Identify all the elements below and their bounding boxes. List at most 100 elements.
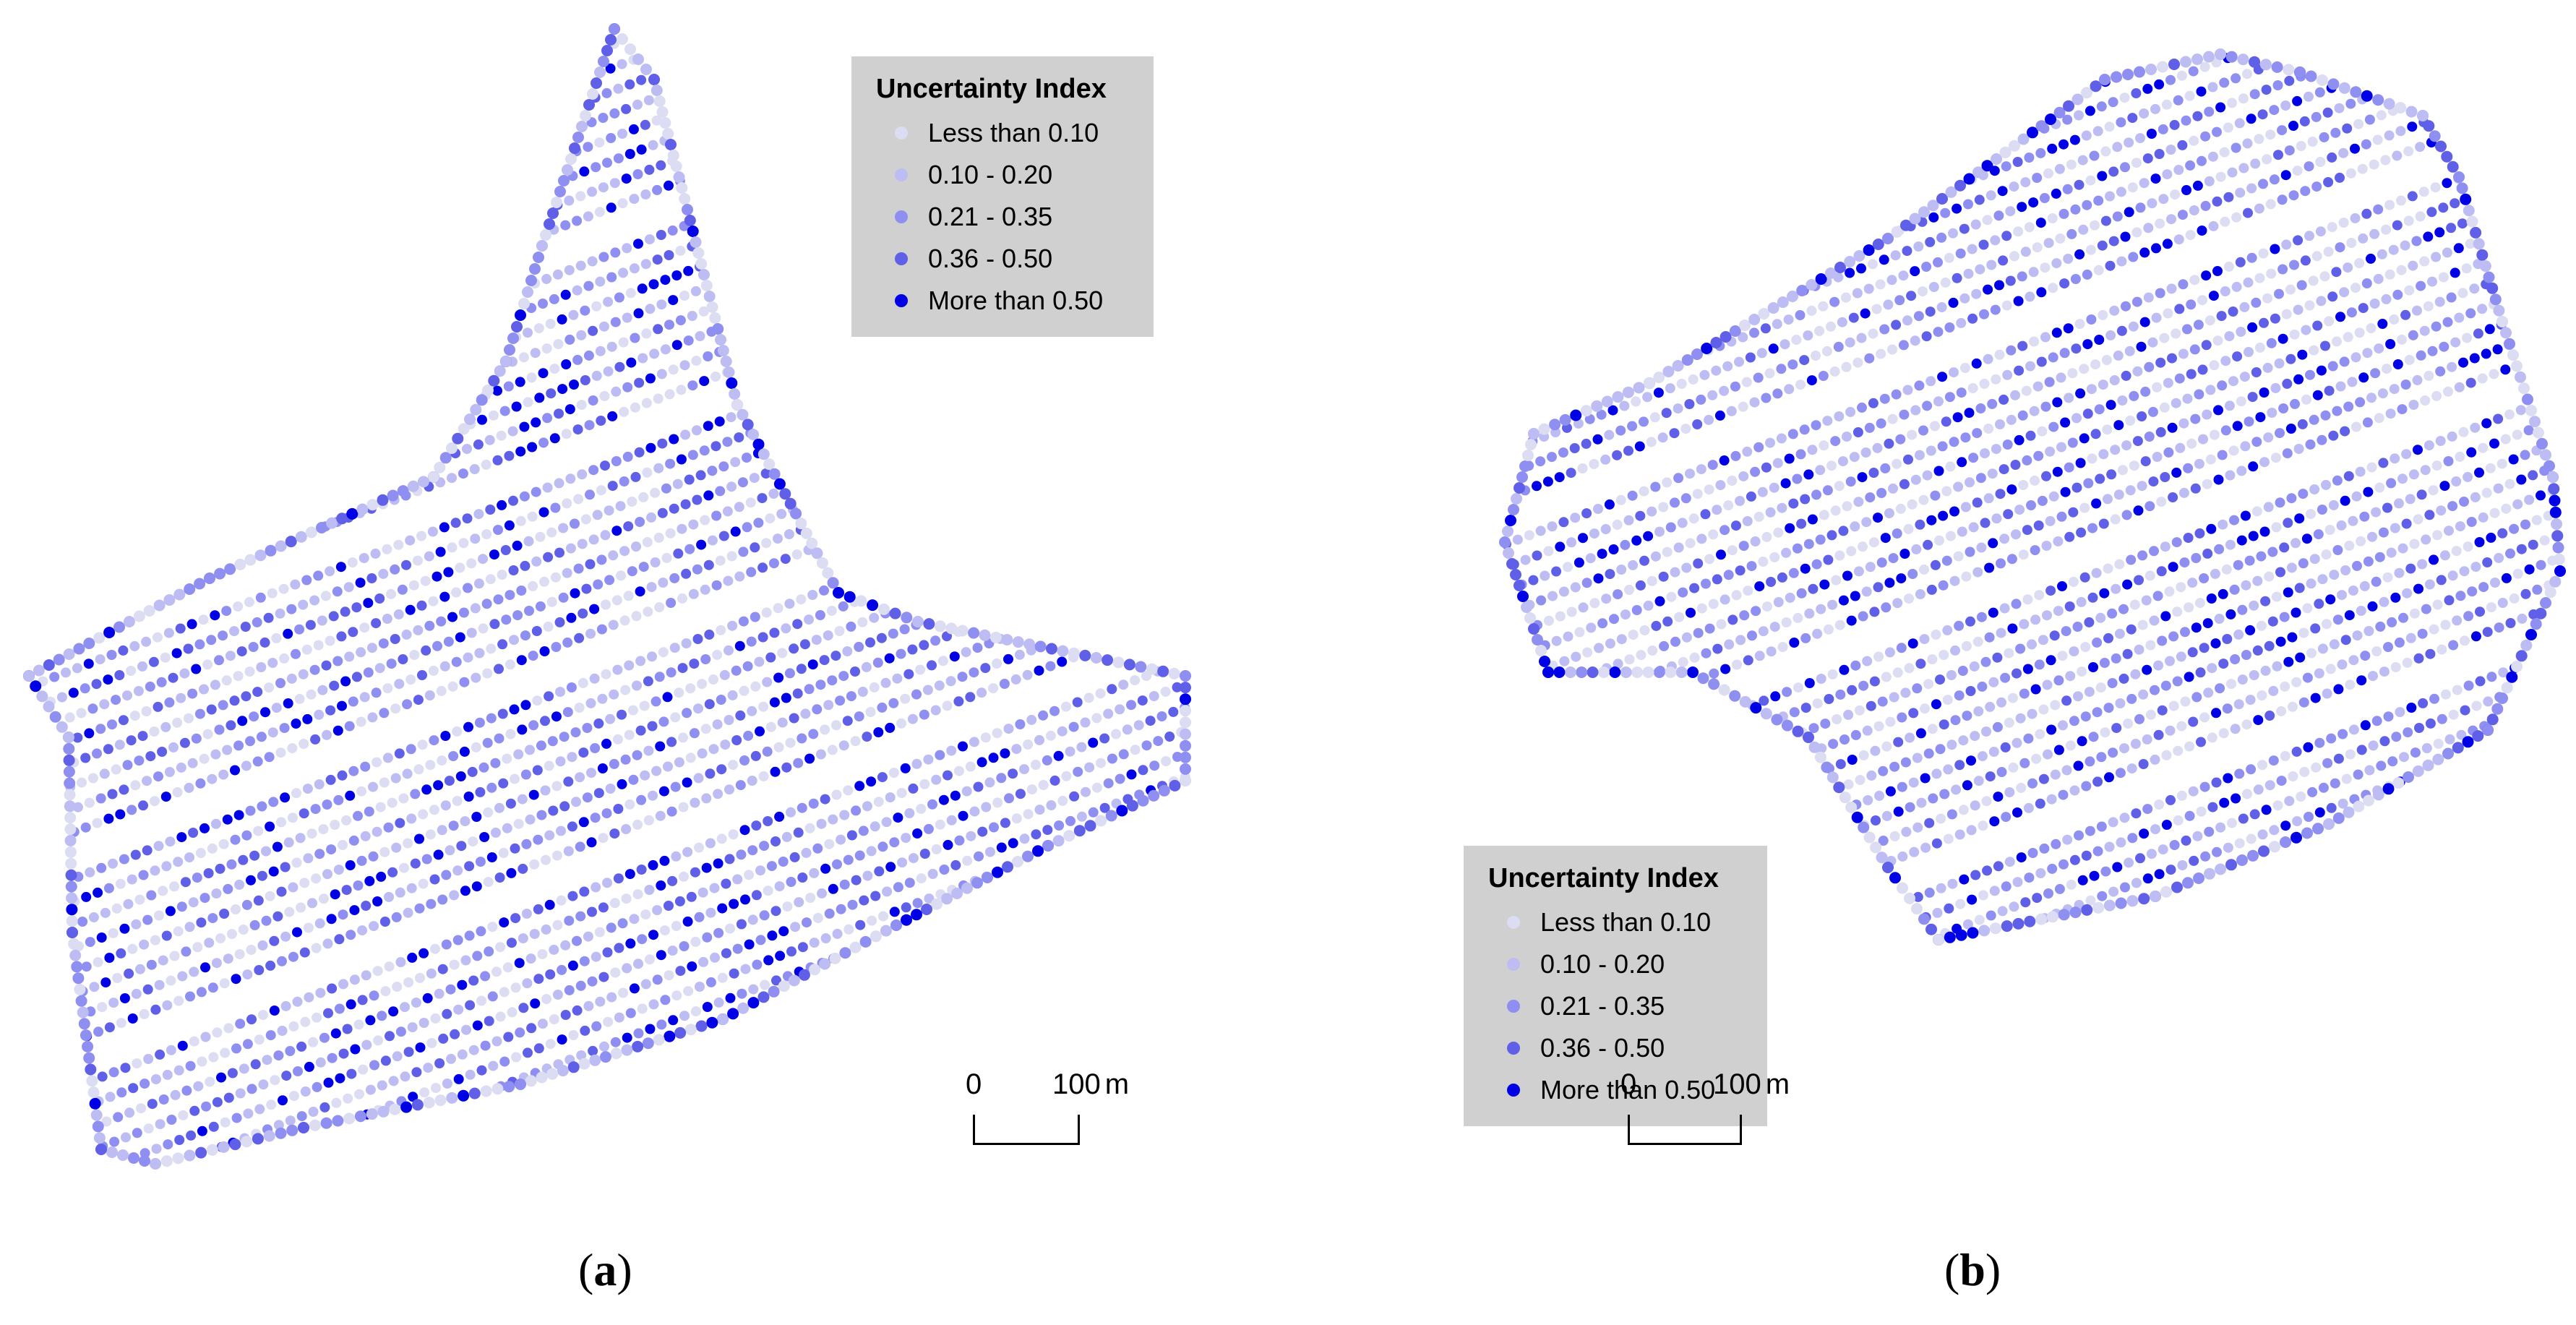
measurement-point xyxy=(2327,78,2340,90)
measurement-point xyxy=(473,578,484,589)
measurement-point xyxy=(2326,802,2337,813)
measurement-point xyxy=(1788,567,1799,578)
measurement-point xyxy=(2409,608,2420,619)
measurement-point xyxy=(520,630,531,641)
measurement-point xyxy=(667,150,679,161)
measurement-point xyxy=(2353,769,2364,780)
measurement-point xyxy=(2350,283,2361,293)
measurement-point xyxy=(2020,897,2031,908)
measurement-point xyxy=(525,745,535,755)
measurement-point xyxy=(2202,548,2213,559)
measurement-point xyxy=(385,1031,395,1042)
measurement-point xyxy=(223,1023,234,1034)
measurement-point xyxy=(2331,267,2342,278)
measurement-point xyxy=(2310,623,2321,634)
measurement-point xyxy=(2520,639,2533,651)
measurement-point xyxy=(525,275,537,286)
measurement-point xyxy=(595,996,606,1007)
measurement-point xyxy=(2470,631,2481,642)
measurement-point xyxy=(1709,668,1720,679)
measurement-point xyxy=(830,651,841,661)
measurement-point xyxy=(1700,509,1711,520)
measurement-point xyxy=(2515,405,2526,416)
measurement-point xyxy=(1872,442,1883,453)
measurement-point xyxy=(665,139,677,150)
measurement-point xyxy=(2511,360,2523,372)
measurement-point xyxy=(671,990,682,1001)
legend-item-0-10-0-20: 0.10 - 0.20 xyxy=(876,154,1128,196)
measurement-point xyxy=(1168,706,1179,717)
measurement-point xyxy=(150,1074,161,1084)
measurement-point xyxy=(163,627,174,638)
measurement-point xyxy=(1760,708,1772,720)
measurement-point xyxy=(692,564,703,575)
measurement-point xyxy=(2253,715,2264,726)
measurement-point xyxy=(1852,288,1863,299)
measurement-point xyxy=(611,526,622,536)
legend-dot xyxy=(895,168,908,181)
measurement-point xyxy=(1860,447,1871,458)
measurement-point xyxy=(528,789,539,800)
measurement-point xyxy=(2074,110,2084,121)
measurement-point xyxy=(224,563,236,575)
measurement-point xyxy=(2471,700,2482,711)
measurement-point xyxy=(1915,519,1925,530)
measurement-point xyxy=(502,962,513,973)
measurement-point xyxy=(1998,394,2009,405)
measurement-point xyxy=(2337,729,2348,739)
measurement-point xyxy=(2222,703,2233,714)
measurement-point xyxy=(1962,919,1973,930)
measurement-point xyxy=(336,631,347,642)
measurement-point xyxy=(713,789,724,799)
measurement-point xyxy=(621,103,632,114)
measurement-point xyxy=(2400,309,2411,320)
measurement-point xyxy=(72,972,85,985)
measurement-point xyxy=(732,874,743,885)
measurement-point xyxy=(367,712,378,723)
measurement-point xyxy=(901,914,912,926)
measurement-point xyxy=(2165,865,2176,875)
measurement-point xyxy=(646,582,657,593)
measurement-point xyxy=(2001,231,2012,241)
measurement-point xyxy=(158,955,168,966)
measurement-point xyxy=(950,859,961,870)
measurement-point xyxy=(1895,434,1906,445)
measurement-point xyxy=(2271,61,2283,73)
measurement-point xyxy=(700,280,713,291)
measurement-point xyxy=(314,918,325,929)
measurement-point xyxy=(644,164,655,175)
legend-label: More than 0.50 xyxy=(1540,1075,1716,1105)
measurement-point xyxy=(2181,115,2191,126)
measurement-point xyxy=(66,904,78,916)
measurement-point xyxy=(377,1080,387,1091)
measurement-point xyxy=(783,529,794,539)
measurement-point xyxy=(1875,279,1886,290)
measurement-point xyxy=(1130,745,1141,755)
measurement-point xyxy=(1978,239,1989,250)
measurement-point xyxy=(725,923,735,934)
measurement-point xyxy=(1985,190,1996,201)
measurement-point xyxy=(1738,401,1748,412)
measurement-point xyxy=(653,1034,665,1046)
measurement-point xyxy=(1850,729,1861,740)
measurement-point xyxy=(2200,131,2211,142)
measurement-point xyxy=(2087,453,2098,464)
measurement-point xyxy=(2403,215,2414,226)
measurement-point xyxy=(2294,67,2306,78)
measurement-point xyxy=(1812,628,1823,639)
measurement-point xyxy=(581,583,592,594)
measurement-point xyxy=(1796,588,1807,599)
measurement-point xyxy=(1959,363,1970,373)
measurement-point xyxy=(1502,526,1514,537)
measurement-point xyxy=(471,812,482,822)
measurement-point xyxy=(640,259,651,270)
measurement-point xyxy=(752,438,765,450)
measurement-point xyxy=(2097,171,2108,181)
measurement-point xyxy=(307,898,317,909)
measurement-point xyxy=(794,897,804,908)
measurement-point xyxy=(728,760,739,771)
measurement-point xyxy=(139,1008,150,1019)
measurement-point xyxy=(2305,70,2317,82)
measurement-point xyxy=(1773,597,1784,607)
measurement-point xyxy=(366,499,379,511)
